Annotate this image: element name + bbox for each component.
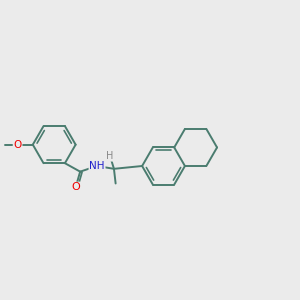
- Text: NH: NH: [89, 161, 105, 171]
- Text: O: O: [14, 140, 22, 150]
- Text: H: H: [106, 151, 114, 161]
- Text: O: O: [71, 182, 80, 192]
